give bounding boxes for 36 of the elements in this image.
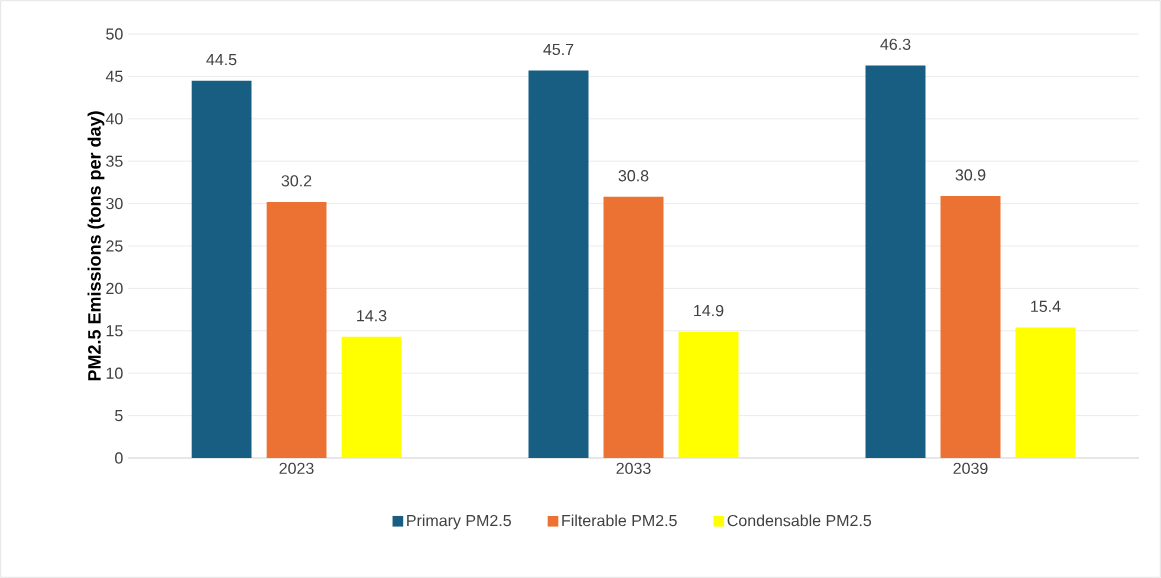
x-tick-label: 2033: [616, 462, 651, 475]
y-tick-label: 50: [106, 28, 123, 40]
data-label: 30.2: [281, 175, 312, 187]
bar: [1015, 327, 1076, 458]
y-tick-label: 30: [106, 197, 123, 210]
y-tick-label: 35: [106, 155, 123, 167]
y-tick-label: 25: [106, 240, 123, 252]
bar: [191, 80, 252, 458]
bar: [528, 70, 589, 458]
bar: [603, 196, 664, 458]
y-tick-label: 40: [105, 113, 123, 125]
bar: [341, 336, 402, 458]
data-label: 14.9: [694, 304, 724, 317]
data-label: 14.3: [357, 310, 387, 322]
x-tick-label: 2023: [279, 462, 314, 475]
bar: [678, 331, 739, 458]
y-tick-label: 0: [115, 452, 123, 464]
y-axis-title: PM2.5 Emissions (tons per day): [87, 111, 105, 381]
y-tick-label: 20: [106, 282, 123, 295]
bar: [865, 65, 926, 458]
legend-label: Condensable PM2.5: [727, 514, 872, 527]
bar: [266, 201, 327, 458]
y-tick-label: 10: [106, 367, 123, 379]
data-label: 46.3: [880, 38, 911, 50]
y-tick-label: 5: [115, 410, 123, 422]
data-label: 45.7: [543, 43, 574, 56]
x-tick-label: 2039: [953, 462, 988, 475]
data-label: 30.9: [955, 169, 986, 181]
y-tick-label: 45: [105, 70, 123, 82]
data-label: 44.5: [206, 54, 237, 66]
legend-label: Primary PM2.5: [407, 514, 511, 530]
legend-label: Filterable PM2.5: [562, 514, 677, 527]
y-tick-label: 15: [106, 325, 123, 337]
data-label: 15.4: [1031, 300, 1061, 313]
data-label: 30.8: [618, 170, 649, 182]
bar: [940, 195, 1001, 458]
